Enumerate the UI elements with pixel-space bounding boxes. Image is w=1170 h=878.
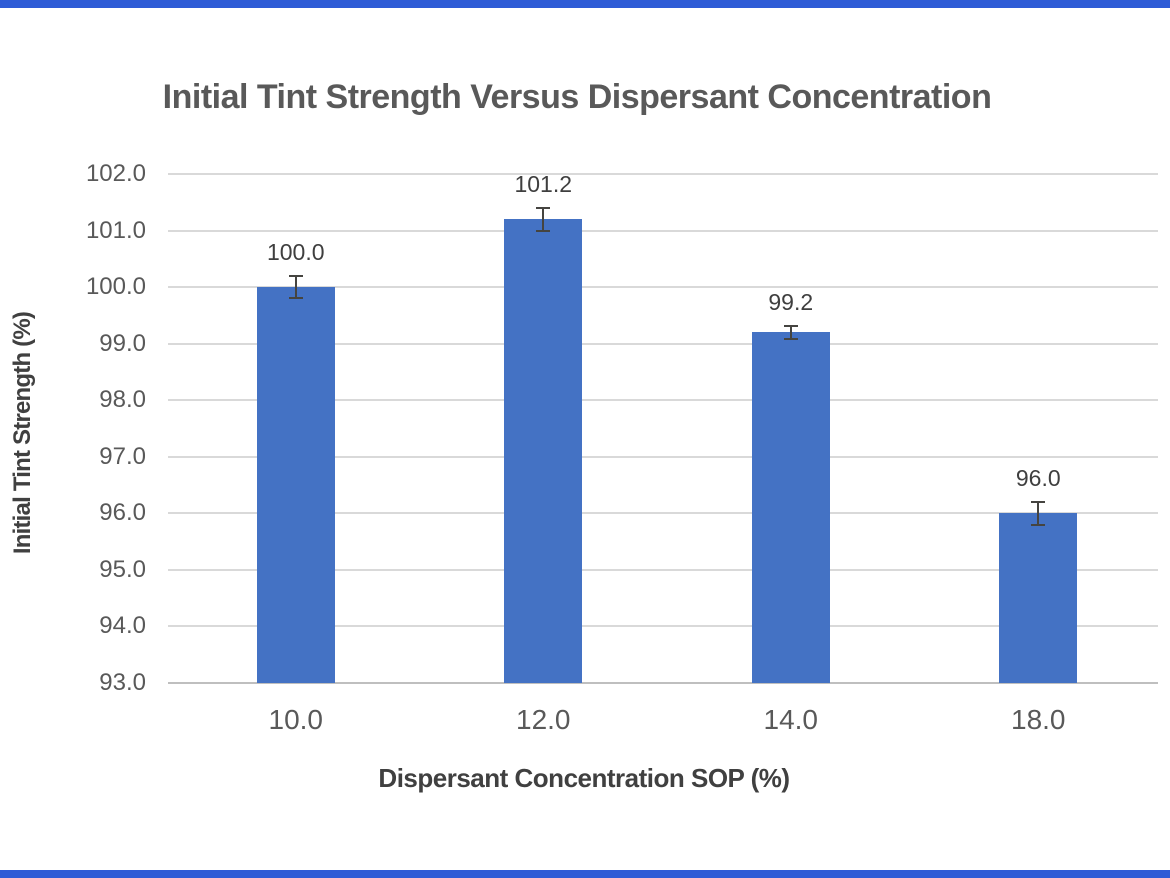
x-tick-label: 18.0 xyxy=(1011,704,1066,735)
gridline xyxy=(168,512,1158,515)
gridline xyxy=(168,173,1158,175)
gridline xyxy=(168,568,1158,571)
gridline xyxy=(168,342,1158,345)
gridline xyxy=(168,399,1158,402)
error-bar-cap xyxy=(1031,501,1046,504)
error-bar-cap xyxy=(536,206,551,209)
gridline xyxy=(168,625,1158,628)
error-bar-cap xyxy=(783,338,798,341)
data-label: 101.2 xyxy=(514,170,573,197)
y-tick-label: 94.0 xyxy=(99,612,146,640)
bar-10.0 xyxy=(256,287,335,683)
error-bar-cap xyxy=(1031,523,1046,526)
y-tick-label: 100.0 xyxy=(85,273,146,301)
y-tick-label: 96.0 xyxy=(99,499,146,527)
bar-12.0 xyxy=(504,219,583,683)
x-tick-label: 10.0 xyxy=(268,704,324,735)
data-label: 96.0 xyxy=(1015,465,1061,492)
error-bar-cap xyxy=(288,274,303,277)
y-tick-label: 101.0 xyxy=(85,216,146,244)
y-tick-label: 99.0 xyxy=(99,329,146,357)
y-tick-label: 93.0 xyxy=(99,669,146,696)
y-axis-title: Initial Tint Strength (%) xyxy=(9,311,36,555)
error-bar-line xyxy=(1037,502,1040,525)
gridline xyxy=(168,455,1158,458)
y-tick-label: 98.0 xyxy=(99,386,146,414)
x-tick-label: 14.0 xyxy=(763,704,819,735)
error-bar-cap xyxy=(783,324,798,327)
error-bar-line xyxy=(789,325,792,340)
y-tick-label: 102.0 xyxy=(85,160,146,187)
data-label: 99.2 xyxy=(768,288,814,315)
chart-title: Initial Tint Strength Versus Dispersant … xyxy=(162,78,992,116)
y-tick-label: 97.0 xyxy=(99,442,146,470)
bottom-border-strip xyxy=(0,870,1170,878)
error-bar-cap xyxy=(288,297,303,300)
gridline xyxy=(168,229,1158,232)
error-bar-line xyxy=(542,207,545,231)
x-axis-line xyxy=(168,682,1158,684)
error-bar-cap xyxy=(536,229,551,232)
y-tick-label: 95.0 xyxy=(99,555,146,583)
x-axis-title: Dispersant Concentration SOP (%) xyxy=(378,763,790,793)
error-bar-line xyxy=(294,275,297,299)
x-tick-label: 12.0 xyxy=(516,704,571,735)
plot-area: 100.0 101.2 99.2 96.0 xyxy=(168,170,1158,684)
gridline xyxy=(168,286,1158,289)
data-label: 100.0 xyxy=(266,238,325,265)
bar-18.0 xyxy=(999,513,1078,683)
top-border-strip xyxy=(0,0,1170,8)
bar-14.0 xyxy=(751,332,830,683)
